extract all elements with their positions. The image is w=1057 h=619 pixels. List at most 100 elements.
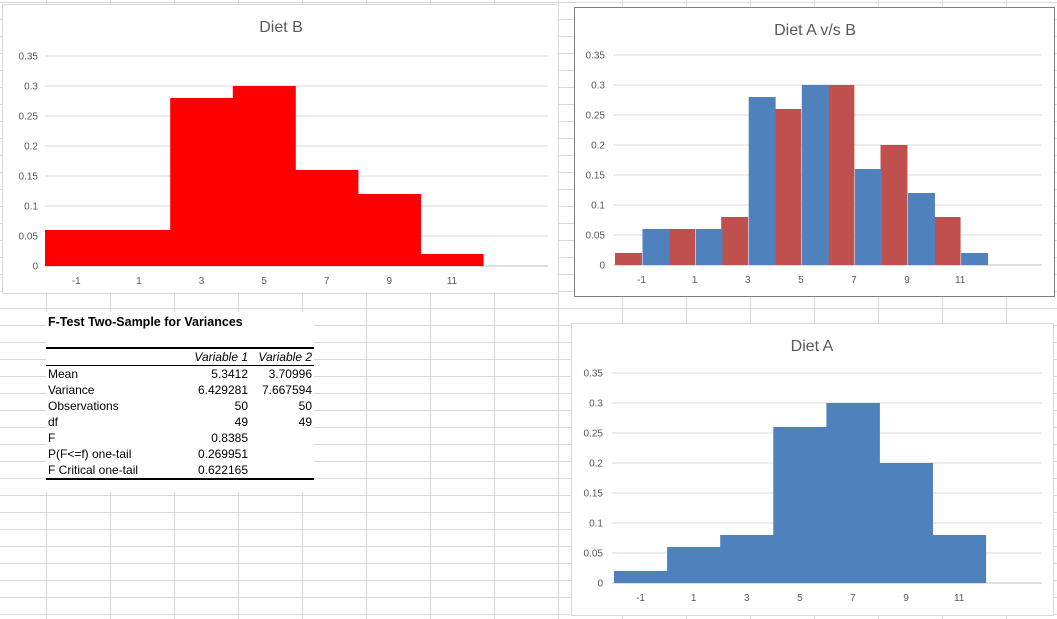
ftest-cell-var1[interactable]: 0.8385 xyxy=(211,431,248,445)
bar xyxy=(232,86,296,266)
bar xyxy=(720,535,774,583)
ftest-cell-var2[interactable] xyxy=(250,462,314,479)
bar xyxy=(827,85,855,265)
ftest-table: Variable 1 Variable 2 Mean 5.3412 3.7099… xyxy=(46,347,314,480)
y-tick-label: 0.3 xyxy=(589,399,603,410)
bar xyxy=(721,217,749,265)
bar xyxy=(854,169,882,265)
bar xyxy=(773,427,827,583)
y-tick-label: 0.2 xyxy=(591,141,605,152)
x-tick-label: 5 xyxy=(798,275,804,286)
chart-diet-b-plot: Diet B 0 0.05 0.1 0.15 0.2 0.25 0.3 0.35 -1 1 3 5 7 9 1… xyxy=(19,19,548,287)
y-tick-label: 0.2 xyxy=(589,459,603,470)
ftest-cell-label[interactable]: Observations xyxy=(48,399,119,413)
x-tick-label: 5 xyxy=(797,593,803,604)
ftest-cell-var2[interactable]: 49 xyxy=(298,415,312,429)
ftest-row-observations: Observations 50 50 xyxy=(46,398,314,414)
x-tick-label: 5 xyxy=(261,276,267,287)
bar xyxy=(880,145,908,265)
y-tick-label: 0 xyxy=(597,579,603,590)
x-tick-label: 11 xyxy=(954,593,965,604)
y-tick-label: 0.1 xyxy=(591,201,605,212)
ftest-title: F-Test Two-Sample for Variances xyxy=(48,315,243,329)
bar xyxy=(961,253,989,265)
ftest-cell-var1[interactable]: 6.429281 xyxy=(197,383,248,397)
x-tick-label: -1 xyxy=(72,276,81,287)
x-tick-label: 7 xyxy=(324,276,330,287)
ftest-cell-label[interactable]: F xyxy=(48,431,56,445)
ftest-row-df: df 49 49 xyxy=(46,414,314,430)
ftest-row-p-one-tail: P(F<=f) one-tail 0.269951 xyxy=(46,446,314,462)
chart-title: Diet A xyxy=(791,338,834,355)
y-tick-label: 0.35 xyxy=(19,52,39,63)
bar xyxy=(642,229,670,265)
y-tick-label: 0.05 xyxy=(19,232,39,243)
ftest-header-var1[interactable]: Variable 1 xyxy=(186,348,250,366)
ftest-cell-label[interactable]: F Critical one-tail xyxy=(48,463,139,477)
bar xyxy=(358,194,421,266)
ftest-cell-var1[interactable]: 0.269951 xyxy=(197,447,248,461)
y-tick-label: 0.15 xyxy=(586,171,606,182)
x-tick-label: 7 xyxy=(850,593,856,604)
y-tick-label: 0.25 xyxy=(586,111,606,122)
chart-diet-b[interactable]: Diet B 0 0.05 0.1 0.15 0.2 0.25 0.3 0.35 -1 1 3 5 7 9 1… xyxy=(2,4,559,294)
ftest-header-var2[interactable]: Variable 2 xyxy=(250,348,314,366)
bar xyxy=(668,229,696,265)
chart-diet-a[interactable]: Diet A 0 0.05 0.1 0.15 0.2 0.25 0.3 0.35 -1 1 3 5 7 9 1… xyxy=(571,323,1054,616)
x-tick-label: 1 xyxy=(692,275,698,286)
x-tick-label: 11 xyxy=(955,275,966,286)
ftest-row-variance: Variance 6.429281 7.667594 xyxy=(46,382,314,398)
bar xyxy=(695,229,723,265)
bar xyxy=(908,193,935,265)
bar xyxy=(748,97,776,265)
ftest-cell-var2[interactable] xyxy=(250,430,314,446)
ftest-header-blank[interactable] xyxy=(46,348,186,366)
bar xyxy=(933,217,961,265)
ftest-row-f: F 0.8385 xyxy=(46,430,314,446)
bar xyxy=(45,230,108,266)
ftest-cell-label[interactable]: df xyxy=(48,415,59,429)
bar xyxy=(420,254,484,266)
x-tick-label: 7 xyxy=(851,275,857,286)
ftest-cell-var1[interactable]: 49 xyxy=(234,415,248,429)
y-tick-label: 0 xyxy=(599,261,605,272)
x-tick-label: -1 xyxy=(636,593,645,604)
bar xyxy=(614,571,668,583)
chart-title: Diet A v/s B xyxy=(774,22,856,39)
x-tick-label: 1 xyxy=(136,276,142,287)
ftest-cell-label[interactable]: Variance xyxy=(48,383,95,397)
ftest-row-mean: Mean 5.3412 3.70996 xyxy=(46,366,314,383)
ftest-cell-var2[interactable]: 7.667594 xyxy=(261,383,312,397)
y-tick-label: 0.05 xyxy=(584,549,604,560)
ftest-cell-var2[interactable]: 50 xyxy=(298,399,312,413)
ftest-cell-var1[interactable]: 50 xyxy=(234,399,248,413)
x-tick-label: 1 xyxy=(691,593,697,604)
ftest-cell-var2[interactable]: 3.70996 xyxy=(268,367,312,381)
ftest-row-f-critical: F Critical one-tail 0.622165 xyxy=(46,462,314,479)
x-tick-label: 9 xyxy=(903,593,909,604)
ftest-cell-var2[interactable] xyxy=(250,446,314,462)
y-tick-label: 0.35 xyxy=(584,369,604,380)
bar xyxy=(774,109,802,265)
bar xyxy=(826,403,880,583)
y-tick-label: 0.1 xyxy=(589,519,603,530)
ftest-cell-var1[interactable]: 0.622165 xyxy=(197,463,248,477)
x-tick-label: 9 xyxy=(904,275,910,286)
y-tick-label: 0.2 xyxy=(24,142,38,153)
ftest-cell-label[interactable]: P(F<=f) one-tail xyxy=(48,447,132,461)
chart-diet-a-vs-b[interactable]: Diet A v/s B 0 0.05 0.1 0.15 0.2 0.25 0.3 0.35 -1… xyxy=(574,7,1055,297)
y-tick-label: 0 xyxy=(32,262,38,273)
ftest-cell-var1[interactable]: 5.3412 xyxy=(211,367,248,381)
bar xyxy=(615,253,642,265)
ftest-output: F-Test Two-Sample for Variances Variable… xyxy=(46,312,314,492)
y-tick-label: 0.35 xyxy=(586,51,606,62)
bar xyxy=(667,547,721,583)
bar xyxy=(932,535,987,583)
y-tick-label: 0.1 xyxy=(24,202,38,213)
x-tick-label: 3 xyxy=(745,275,751,286)
ftest-cell-label[interactable]: Mean xyxy=(48,367,79,381)
bar xyxy=(170,98,234,266)
y-tick-label: 0.15 xyxy=(19,172,39,183)
y-tick-label: 0.25 xyxy=(19,112,39,123)
y-tick-label: 0.15 xyxy=(584,489,604,500)
